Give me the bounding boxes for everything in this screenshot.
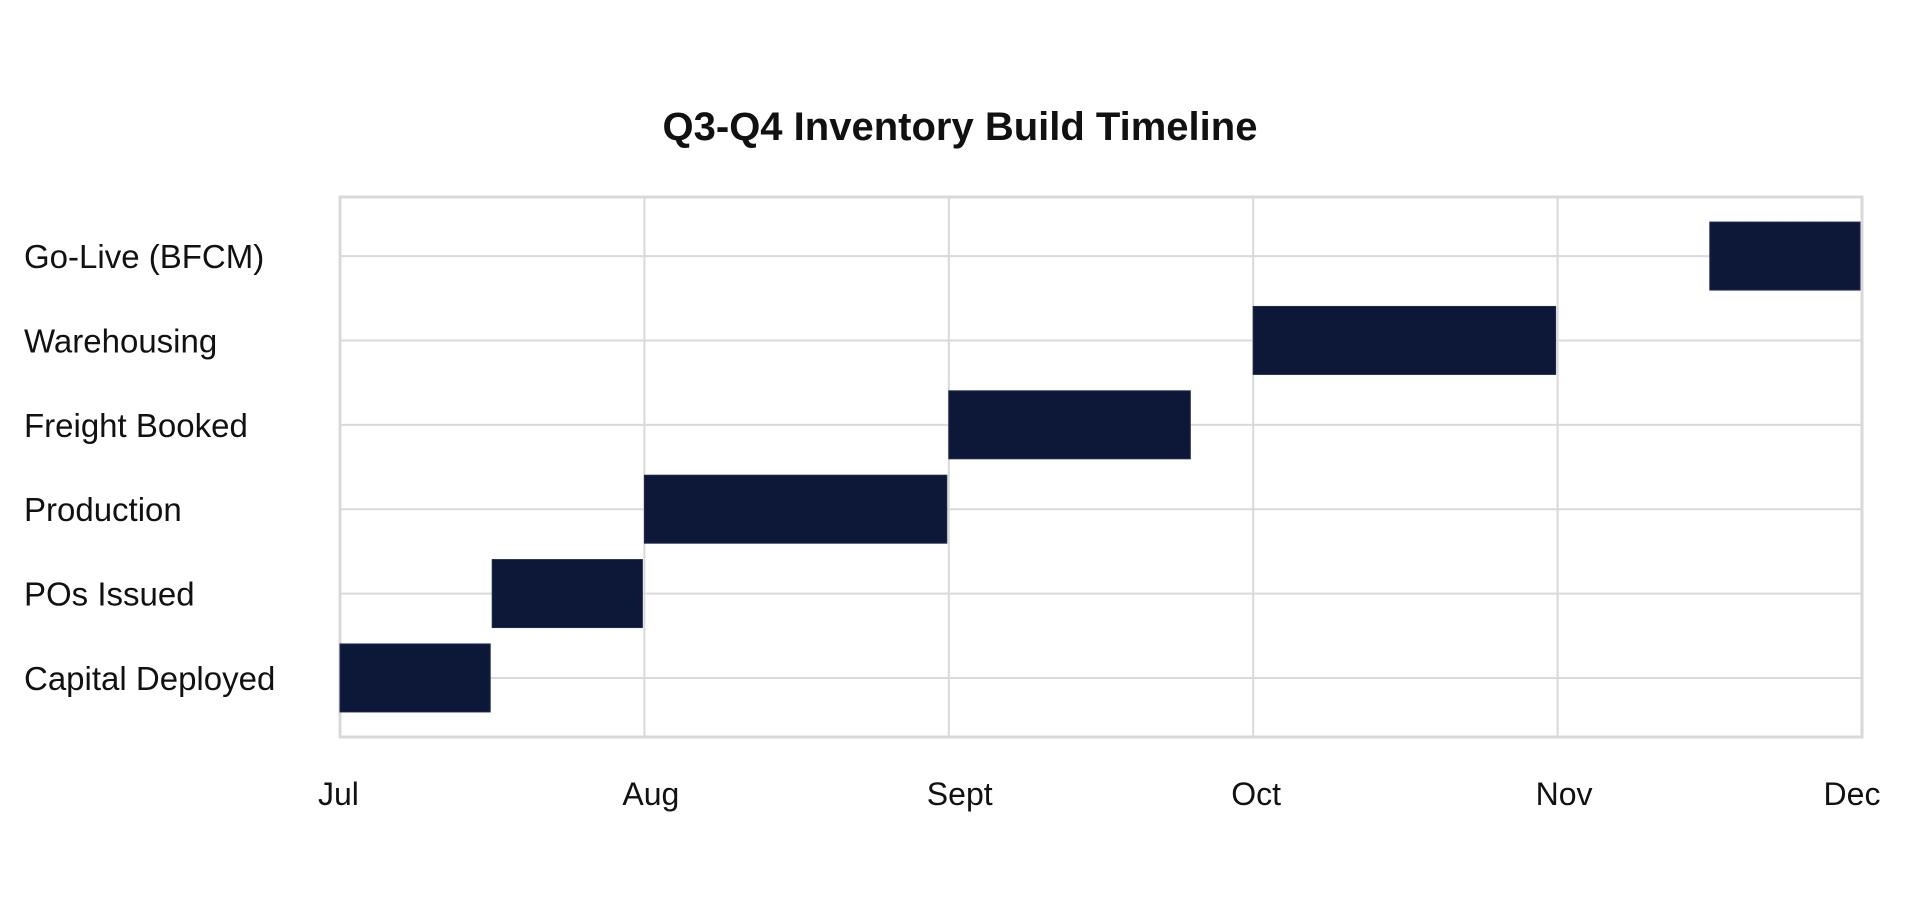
x-tick-label: Jul xyxy=(318,776,359,812)
task-bar xyxy=(643,474,948,544)
y-tick-label: Warehousing xyxy=(24,322,217,359)
y-tick-label: Go-Live (BFCM) xyxy=(24,238,264,275)
task-bar xyxy=(339,643,491,713)
task-bar xyxy=(948,390,1191,460)
task-bar xyxy=(1709,221,1861,291)
y-tick-label: Capital Deployed xyxy=(24,660,275,697)
y-tick-label: POs Issued xyxy=(24,576,195,613)
plot-border xyxy=(338,195,1864,739)
chart-title: Q3-Q4 Inventory Build Timeline xyxy=(662,105,1258,149)
x-tick-label: Dec xyxy=(1824,776,1881,812)
task-bar xyxy=(1252,305,1557,375)
task-bar xyxy=(491,559,643,629)
x-tick-label: Oct xyxy=(1231,776,1281,812)
y-tick-label: Freight Booked xyxy=(24,407,248,444)
x-tick-label: Sept xyxy=(927,776,993,812)
y-tick-label: Production xyxy=(24,491,182,528)
x-tick-label: Nov xyxy=(1536,776,1593,812)
x-tick-label: Aug xyxy=(622,776,679,812)
